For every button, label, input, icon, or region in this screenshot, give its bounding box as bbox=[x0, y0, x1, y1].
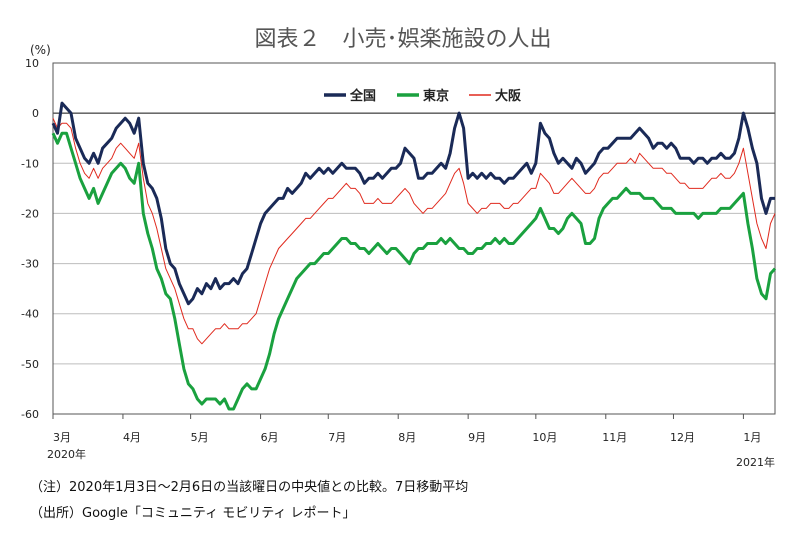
grid bbox=[53, 112, 775, 365]
x-axis-ticks: 3月 4月 5月 6月 7月 8月 9月 10月 11月 12月 1月 bbox=[52, 414, 761, 444]
x-tick-label: 12月 bbox=[670, 431, 695, 444]
y-tick-label: -50 bbox=[21, 358, 39, 371]
legend: 全国 東京 大阪 bbox=[324, 88, 522, 104]
plot-area bbox=[52, 62, 776, 415]
chart: 図表２ 小売･娯楽施設の人出 (%) 10 0 -10 -20 -30 -40 -50 -60… bbox=[21, 27, 777, 469]
y-tick-label: -20 bbox=[21, 207, 39, 220]
note-source: （出所）Google「コミュニティ モビリティ レポート」 bbox=[30, 506, 356, 521]
y-tick-label: -60 bbox=[21, 408, 39, 421]
legend-label-1: 全国 bbox=[349, 88, 376, 104]
series-line-2 bbox=[51, 131, 777, 411]
series-line-3 bbox=[52, 117, 776, 345]
x-tick-label: 5月 bbox=[191, 431, 209, 444]
x-tick-label: 8月 bbox=[398, 431, 416, 444]
x-tick-label: 6月 bbox=[261, 431, 279, 444]
x-tick-label: 3月 bbox=[53, 431, 71, 444]
x-tick-label: 10月 bbox=[532, 431, 557, 444]
series-line-1 bbox=[51, 101, 775, 306]
note-remark: （注）2020年1月3日～2月6日の当該曜日の中央値との比較。7日移動平均 bbox=[30, 480, 469, 495]
y-tick-label: -10 bbox=[21, 157, 39, 170]
y-tick-label: -40 bbox=[21, 308, 39, 321]
series-lines bbox=[51, 101, 777, 411]
x-tick-label: 7月 bbox=[328, 431, 346, 444]
x-tick-label: 4月 bbox=[123, 431, 141, 444]
year-end-label: 2021年 bbox=[736, 455, 775, 469]
chart-title: 図表２ 小売･娯楽施設の人出 bbox=[254, 27, 551, 52]
legend-label-2: 東京 bbox=[423, 88, 449, 104]
y-tick-label: 0 bbox=[32, 107, 39, 120]
x-tick-label: 1月 bbox=[743, 431, 761, 444]
year-start-label: 2020年 bbox=[47, 447, 86, 461]
y-tick-label: 10 bbox=[25, 57, 39, 70]
y-axis-ticks: 10 0 -10 -20 -30 -40 -50 -60 bbox=[21, 57, 39, 421]
x-tick-label: 9月 bbox=[468, 431, 486, 444]
y-axis-unit: (%) bbox=[30, 43, 51, 57]
legend-label-3: 大阪 bbox=[495, 88, 522, 104]
y-tick-label: -30 bbox=[21, 258, 39, 271]
x-tick-label: 11月 bbox=[602, 431, 627, 444]
